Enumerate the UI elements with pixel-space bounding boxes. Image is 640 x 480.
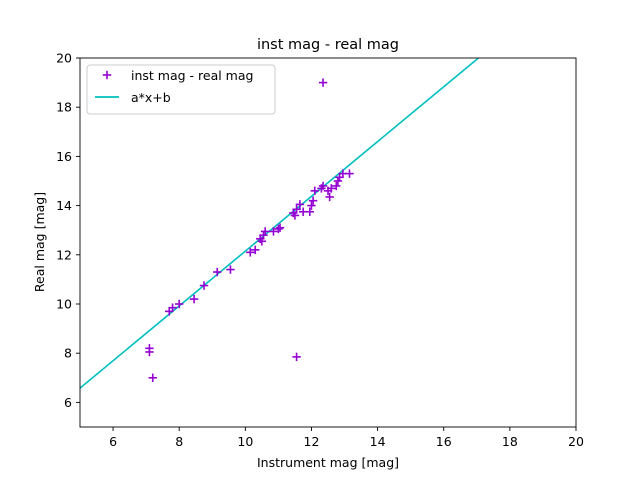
plot-frame <box>79 57 577 428</box>
scatter-point <box>307 201 316 210</box>
x-tick-label: 18 <box>502 434 518 449</box>
x-tick-label: 10 <box>237 434 253 449</box>
y-axis-ticks: 6 8 10 12 14 16 18 20 <box>56 51 80 410</box>
y-tick-label: 14 <box>56 198 72 213</box>
scatter-point <box>290 211 300 220</box>
scatter-point <box>345 169 354 178</box>
scatter-point <box>168 303 177 312</box>
scatter-points-layer <box>145 78 354 382</box>
legend-box <box>86 64 276 115</box>
x-axis-label: Instrument mag [mag] <box>257 455 399 470</box>
y-tick-label: 8 <box>64 346 72 361</box>
scatter-point <box>333 176 343 186</box>
scatter-point <box>148 373 157 382</box>
y-tick-label: 16 <box>56 149 72 164</box>
legend-marker-scatter <box>102 70 112 80</box>
scatter-point <box>259 230 268 240</box>
scatter-point <box>308 196 318 205</box>
x-tick-label: 16 <box>436 434 452 449</box>
scatter-point <box>327 184 336 193</box>
y-tick-label: 18 <box>56 100 72 115</box>
scatter-point <box>292 352 301 362</box>
y-tick-label: 12 <box>56 247 72 262</box>
scatter-point <box>310 186 319 196</box>
legend-label-line: a*x+b <box>131 90 171 105</box>
x-tick-label: 12 <box>304 434 320 449</box>
scatter-point <box>269 227 278 236</box>
scatter-point <box>274 224 283 234</box>
y-tick-label: 20 <box>56 51 72 66</box>
chart-title: inst mag - real mag <box>257 37 399 53</box>
scatter-point <box>213 267 222 277</box>
x-tick-label: 20 <box>568 434 584 449</box>
scatter-point <box>332 181 341 191</box>
scatter-point <box>189 294 199 304</box>
fit-line-layer <box>80 58 479 389</box>
scatter-point <box>226 265 235 274</box>
x-axis-ticks: 6 8 10 12 14 16 18 20 <box>109 427 584 449</box>
scatter-point <box>145 347 154 357</box>
scatter-point <box>251 245 260 255</box>
legend: inst mag - real mag a*x+b <box>86 64 276 115</box>
scatter-point <box>292 205 301 214</box>
scatter-point <box>318 181 328 191</box>
x-tick-label: 8 <box>175 434 183 449</box>
scatter-point <box>175 299 184 309</box>
x-tick-label: 6 <box>109 434 117 449</box>
y-tick-label: 10 <box>56 297 72 312</box>
scatter-point <box>246 248 255 257</box>
y-axis-label: Real mag [mag] <box>32 192 47 292</box>
fit-line <box>80 58 479 389</box>
scatter-point <box>257 237 267 246</box>
legend-label-scatter: inst mag - real mag <box>131 68 253 83</box>
scatter-point <box>275 223 285 232</box>
scatter-point <box>260 227 270 236</box>
scatter-point <box>318 78 328 87</box>
scatter-point <box>295 200 305 209</box>
legend-plus-icon <box>102 70 112 80</box>
scatter-point <box>325 192 334 202</box>
scatter-point <box>305 207 315 216</box>
scatter-point <box>199 281 209 290</box>
x-tick-label: 14 <box>370 434 386 449</box>
y-tick-label: 6 <box>64 395 72 410</box>
